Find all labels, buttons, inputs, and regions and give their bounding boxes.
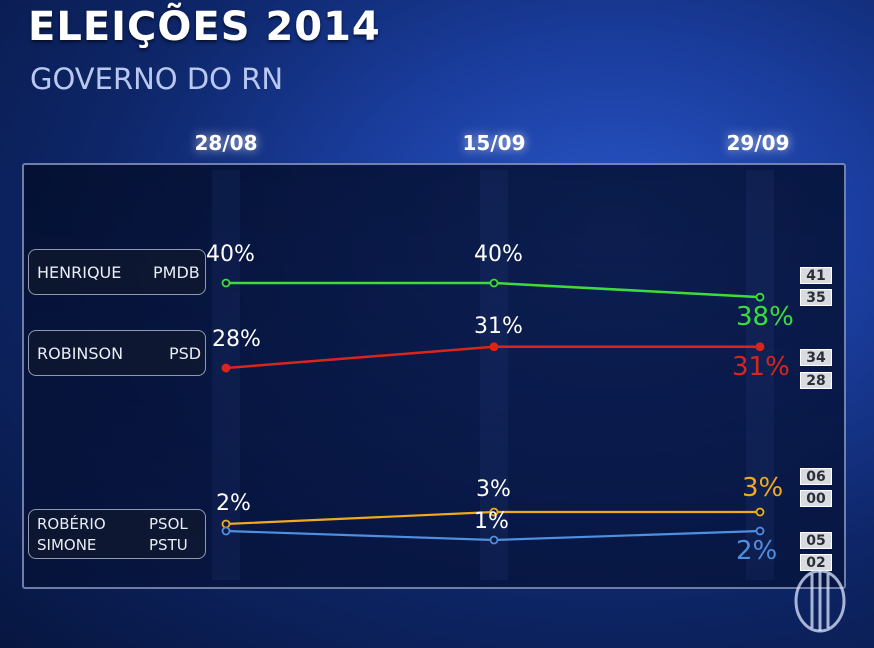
data-label-robério-1: 3% <box>476 477 511 502</box>
data-point-henrique-0 <box>221 278 231 288</box>
data-label-robério-2: 3% <box>742 473 783 503</box>
legend-simone-name: SIMONE <box>37 536 97 554</box>
data-label-simone-2: 2% <box>736 536 777 566</box>
data-label-henrique-0: 40% <box>206 242 255 267</box>
range-henrique-high: 41 <box>800 267 832 284</box>
data-point-robério-2 <box>755 507 765 517</box>
data-point-robério-1 <box>489 507 499 517</box>
data-point-robério-0 <box>221 519 231 529</box>
data-point-henrique-1 <box>489 278 499 288</box>
data-label-henrique-1: 40% <box>474 242 523 267</box>
data-point-robinson-0 <box>221 363 231 373</box>
legend-roberio-simone: ROBÉRIO PSOL SIMONE PSTU <box>28 509 206 559</box>
legend-henrique-name: HENRIQUE <box>37 263 122 282</box>
legend-roberio-name: ROBÉRIO <box>37 515 106 533</box>
broadcaster-logo <box>794 569 846 633</box>
data-point-robinson-1 <box>489 342 499 352</box>
x-tick-label-28-08: 28/08 <box>194 131 258 155</box>
column-glow-0 <box>212 170 240 580</box>
data-label-robinson-1: 31% <box>474 314 523 339</box>
range-roberio-low: 00 <box>800 490 832 507</box>
x-tick-label-29-09: 29/09 <box>726 131 790 155</box>
range-henrique-low: 35 <box>800 289 832 306</box>
data-label-robinson-0: 28% <box>212 327 261 352</box>
data-point-simone-0 <box>221 526 231 536</box>
data-point-simone-1 <box>489 535 499 545</box>
chart-subtitle: GOVERNO DO RN <box>30 62 284 96</box>
range-simone-high: 05 <box>800 532 832 549</box>
range-robinson-high: 34 <box>800 349 832 366</box>
data-point-henrique-2 <box>755 292 765 302</box>
legend-robinson-name: ROBINSON <box>37 344 124 363</box>
legend-robinson-party: PSD <box>169 344 202 363</box>
data-point-robinson-2 <box>755 342 765 352</box>
legend-henrique: HENRIQUE PMDB <box>28 249 206 295</box>
data-label-henrique-2: 38% <box>736 302 794 332</box>
data-label-robinson-2: 31% <box>732 352 790 382</box>
legend-robinson: ROBINSON PSD <box>28 330 206 376</box>
legend-roberio-party: PSOL <box>149 515 188 533</box>
range-robinson-low: 28 <box>800 372 832 389</box>
data-label-robério-0: 2% <box>216 491 251 516</box>
range-roberio-high: 06 <box>800 468 832 485</box>
x-tick-label-15-09: 15/09 <box>462 131 526 155</box>
data-label-simone-1: 1% <box>474 509 509 534</box>
legend-henrique-party: PMDB <box>153 263 200 282</box>
legend-simone-party: PSTU <box>149 536 188 554</box>
data-point-simone-2 <box>755 526 765 536</box>
chart-title: ELEIÇÕES 2014 <box>28 4 381 50</box>
